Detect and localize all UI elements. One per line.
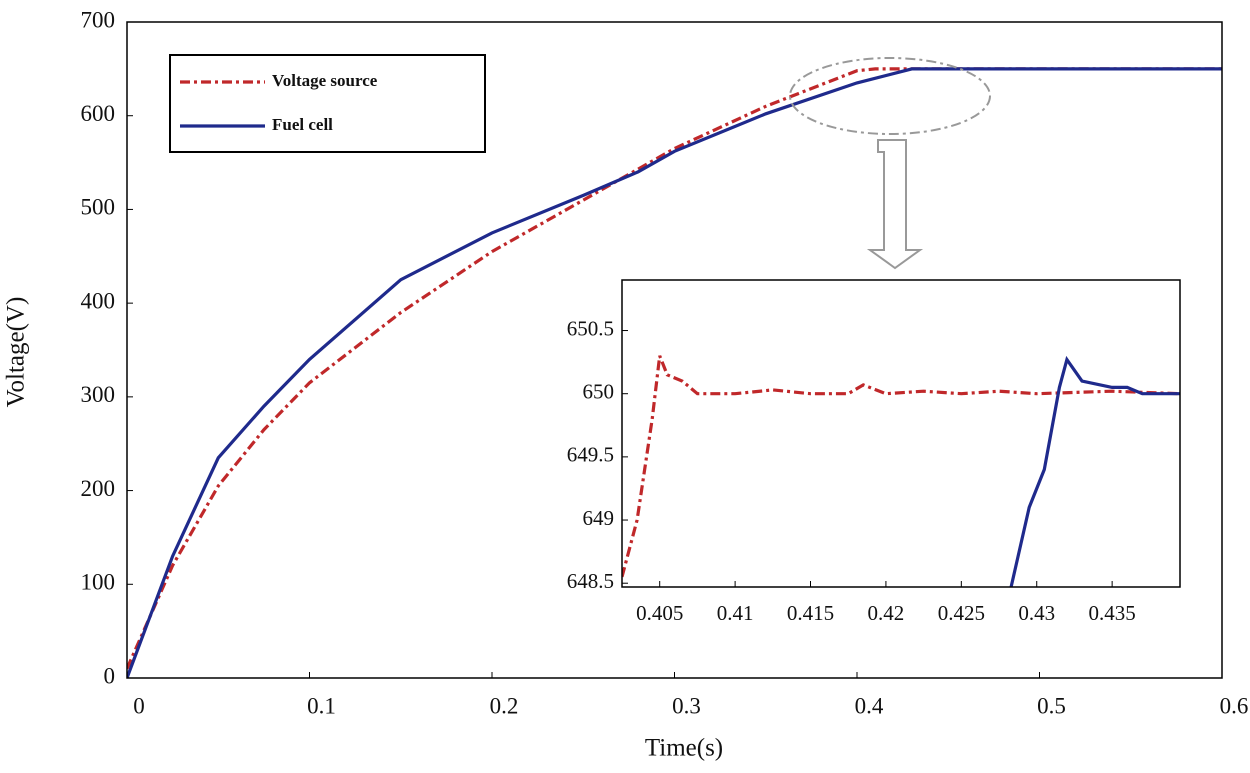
y-tick-label: 700 xyxy=(81,7,116,32)
x-tick-label: 0.415 xyxy=(787,601,834,625)
x-tick-label: 0.41 xyxy=(717,601,754,625)
x-tick-label: 0.1 xyxy=(307,693,336,718)
x-tick-label: 0.43 xyxy=(1018,601,1055,625)
zoom-arrow xyxy=(866,139,924,270)
y-tick-label: 649 xyxy=(583,506,615,530)
x-tick-label: 0 xyxy=(133,693,145,718)
x-tick-label: 0.4 xyxy=(855,693,884,718)
plot-area xyxy=(622,280,1180,587)
series-line xyxy=(127,67,1222,678)
y-tick-label: 650 xyxy=(583,380,615,404)
y-tick-label: 650.5 xyxy=(567,316,614,340)
series-line xyxy=(622,355,1180,578)
x-tick-label: 0.435 xyxy=(1089,601,1136,625)
inset-plot: 0.405 0.41 0.415 0.42 0.425 0.43 0.435 648.5 649… xyxy=(567,279,1181,625)
series-line xyxy=(127,67,1222,670)
main-plot: 0 0.1 0.2 0.3 0.4 0.5 0.6 0 100 200 300 400 500 600 70… xyxy=(81,7,1249,718)
y-tick-label: 500 xyxy=(81,195,116,220)
y-tick-label: 300 xyxy=(81,382,116,407)
x-tick-label: 0.405 xyxy=(636,601,683,625)
plot-frame xyxy=(126,21,1223,679)
y-tick-label: 600 xyxy=(81,101,116,126)
y-tick-label: 100 xyxy=(81,570,116,595)
y-tick-label: 649.5 xyxy=(567,443,614,467)
y-tick-label: 0 xyxy=(104,663,116,688)
y-tick-label: 400 xyxy=(81,288,116,313)
x-tick-label: 0.3 xyxy=(672,693,701,718)
plot-frame xyxy=(621,279,1181,588)
legend-label: Fuel cell xyxy=(272,115,333,134)
y-tick-label: 648.5 xyxy=(567,569,614,593)
y-tick-label: 200 xyxy=(81,476,116,501)
x-tick-label: 0.6 xyxy=(1220,693,1249,718)
x-tick-label: 0.2 xyxy=(490,693,519,718)
x-axis-label: Time(s) xyxy=(645,735,723,762)
legend-box xyxy=(169,54,486,153)
x-tick-label: 0.42 xyxy=(868,601,905,625)
series-line xyxy=(1009,355,1180,587)
y-axis-label: Voltage(V) xyxy=(3,297,30,408)
legend-label: Voltage source xyxy=(272,71,378,90)
x-tick-label: 0.425 xyxy=(938,601,985,625)
x-tick-label: 0.5 xyxy=(1037,693,1066,718)
zoom-ellipse xyxy=(789,57,991,135)
